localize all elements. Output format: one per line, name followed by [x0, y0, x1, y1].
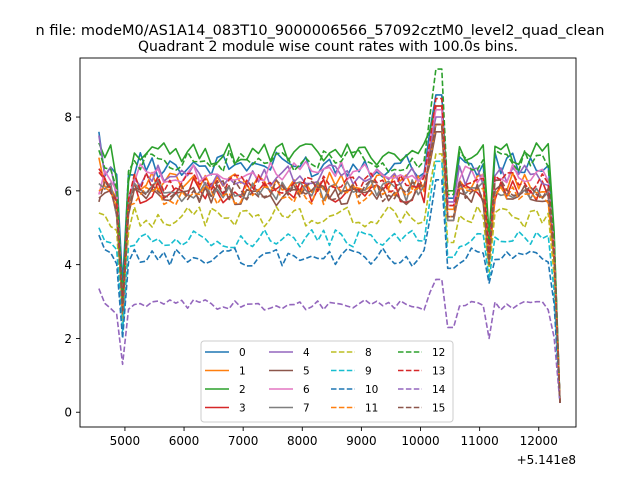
series-line-14 [98, 278, 561, 404]
legend-label-15: 15 [432, 403, 445, 415]
y-tick-label: 0 [64, 406, 72, 420]
legend-label-0: 0 [239, 347, 246, 359]
series-line-10 [98, 179, 561, 404]
y-tick-label: 8 [64, 111, 72, 125]
legend-label-10: 10 [365, 384, 378, 396]
series-line-6 [98, 108, 561, 404]
series-line-12 [98, 68, 561, 404]
axes-frame [79, 57, 577, 428]
x-tick-label: 8000 [287, 434, 318, 448]
legend-label-14: 14 [432, 384, 446, 396]
legend-label-13: 13 [432, 366, 445, 378]
series-line-2 [98, 105, 561, 404]
legend-label-11: 11 [365, 403, 378, 415]
axes: 5000 6000 7000 8000 9000 10000 11000 12000 0 2 4 6 8 [64, 57, 577, 448]
legend-label-6: 6 [303, 384, 310, 396]
series-line-13 [98, 97, 561, 404]
legend-box [200, 340, 454, 423]
x-offset-label: +5.141e8 [517, 453, 576, 467]
figure-suptitle: n file: modeM0/AS1A14_083T10_9000006566_… [36, 23, 605, 39]
legend-label-5: 5 [303, 366, 310, 378]
series-line-9 [98, 160, 561, 404]
y-tick-label: 4 [64, 258, 72, 272]
x-tick-label: 9000 [346, 434, 377, 448]
x-tick-label: 11000 [461, 434, 499, 448]
legend-label-8: 8 [365, 347, 372, 359]
x-tick-label: 10000 [401, 434, 439, 448]
y-tick-label: 2 [64, 332, 72, 346]
y-tick-label: 6 [64, 184, 72, 198]
legend-label-1: 1 [239, 366, 246, 378]
x-tick-label: 6000 [169, 434, 200, 448]
x-tick-label: 12000 [520, 434, 558, 448]
legend-label-3: 3 [239, 403, 246, 415]
plot-lines [98, 68, 561, 404]
legend-label-12: 12 [432, 347, 445, 359]
legend-label-2: 2 [239, 384, 246, 396]
series-line-8 [98, 153, 561, 404]
legend-label-9: 9 [365, 366, 372, 378]
series-line-15 [98, 123, 561, 404]
x-tick-label: 5000 [110, 434, 141, 448]
x-tick-label: 7000 [228, 434, 259, 448]
legend-label-4: 4 [303, 347, 310, 359]
chart-title: Quadrant 2 module wise count rates with … [138, 39, 518, 55]
legend-label-7: 7 [303, 403, 310, 415]
